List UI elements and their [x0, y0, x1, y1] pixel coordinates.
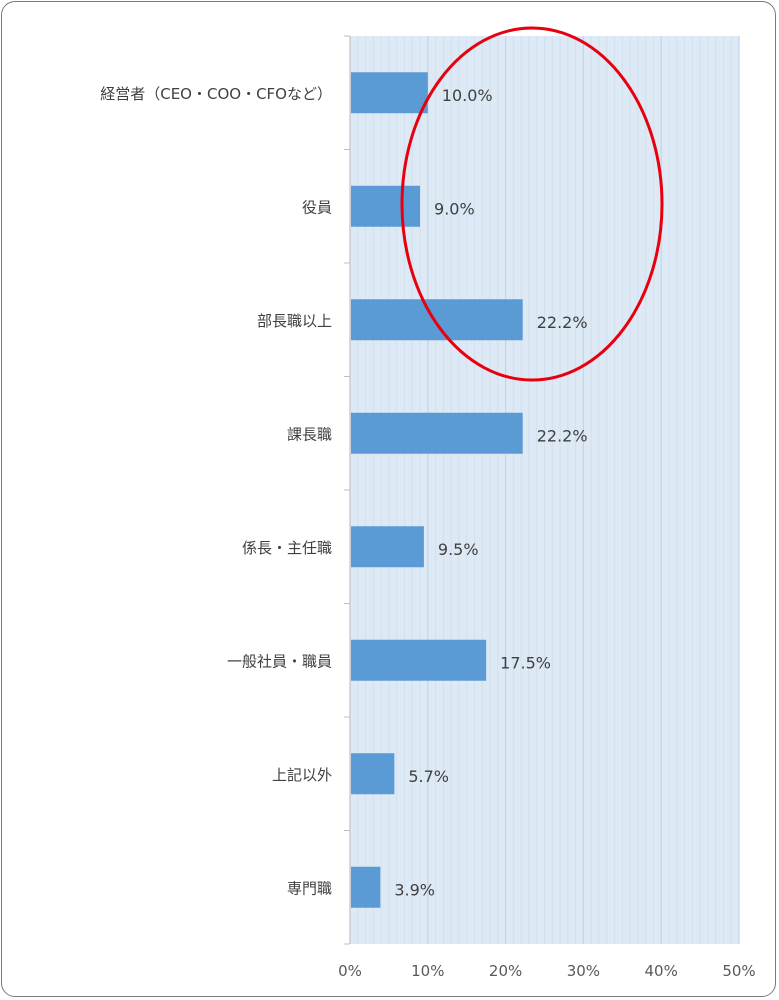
x-tick-label: 40%: [645, 962, 678, 980]
data-label: 22.2%: [537, 313, 588, 332]
category-label: 上記以外: [272, 766, 332, 784]
data-label: 17.5%: [500, 653, 551, 672]
data-label: 9.5%: [438, 540, 479, 559]
bar: [351, 412, 523, 454]
x-tick-label: 10%: [411, 962, 444, 980]
category-label: 専門職: [287, 879, 332, 897]
category-label: 部長職以上: [257, 312, 332, 330]
bars: [351, 72, 523, 908]
x-tick-label: 0%: [338, 962, 362, 980]
data-label: 5.7%: [408, 767, 449, 786]
x-tick-label: 50%: [722, 962, 755, 980]
data-label: 3.9%: [394, 880, 435, 899]
bar: [351, 72, 428, 114]
x-tick-label: 20%: [489, 962, 522, 980]
bar: [351, 185, 421, 227]
data-label: 22.2%: [537, 426, 588, 445]
x-tick-label: 30%: [567, 962, 600, 980]
category-label: 役員: [302, 198, 332, 216]
highlight-ellipse: [400, 26, 664, 382]
bar: [351, 753, 395, 795]
data-label: 9.0%: [434, 199, 475, 218]
category-labels: 経営者（CEO・COO・CFOなど） 役員部長職以上課長職係長・主任職一般社員・職…: [100, 85, 332, 898]
x-tick-labels: 0% 10% 20% 30% 40% 50%: [338, 962, 756, 980]
bar: [351, 866, 381, 908]
bar: [351, 526, 424, 568]
value-labels: 10.0% 9.0% 22.2% 22.2% 9.5% 17.5% 5.7% 3.9%: [394, 86, 587, 900]
category-label: 一般社員・職員: [227, 652, 332, 670]
bar: [351, 639, 487, 681]
category-label: 係長・主任職: [242, 539, 332, 557]
category-label: 経営者（CEO・COO・CFOなど）: [100, 85, 332, 103]
category-label: 課長職: [287, 425, 332, 443]
bar: [351, 299, 523, 341]
data-label: 10.0%: [442, 86, 493, 105]
y-axis: [344, 35, 351, 945]
